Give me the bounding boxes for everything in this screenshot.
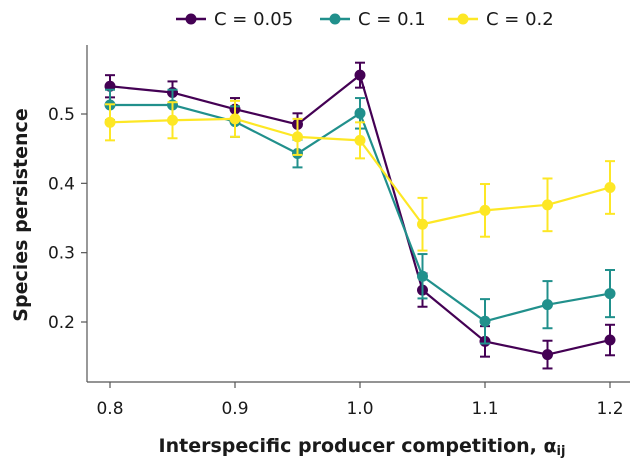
data-point	[104, 116, 116, 128]
plot-series	[104, 61, 616, 370]
data-point	[354, 134, 366, 146]
data-point	[417, 270, 428, 282]
legend-swatch-marker	[457, 13, 469, 25]
data-point	[542, 199, 553, 211]
legend-item: C = 0.1	[320, 9, 426, 30]
legend-swatch-marker	[329, 13, 341, 25]
data-point	[417, 218, 428, 230]
data-point	[604, 288, 616, 300]
legend-item: C = 0.05	[176, 9, 293, 30]
legend-swatch-marker	[185, 13, 197, 25]
legend-label: C = 0.1	[358, 9, 426, 30]
x-tick-label: 0.9	[221, 399, 248, 419]
x-tick-label: 0.8	[96, 399, 123, 419]
data-point	[354, 107, 366, 119]
y-tick-label: 0.5	[48, 105, 75, 125]
y-axis-ticks: 0.2 0.3 0.4 0.5	[48, 105, 87, 333]
data-point	[604, 181, 616, 193]
y-tick-label: 0.3	[48, 244, 75, 264]
series-2	[104, 99, 616, 252]
data-point	[542, 349, 553, 361]
x-axis-title-subscript: ij	[557, 444, 566, 459]
legend-label: C = 0.2	[486, 9, 554, 30]
y-tick-label: 0.2	[48, 313, 75, 333]
x-tick-label: 1.2	[596, 399, 623, 419]
data-point	[604, 334, 616, 346]
axes	[86, 45, 630, 383]
x-axis-ticks: 0.8 0.9 1.0 1.1 1.2	[96, 382, 624, 419]
legend-item: C = 0.2	[448, 9, 554, 30]
y-axis-title: Species persistence	[10, 108, 32, 321]
x-axis-title-main: Interspecific producer competition, α	[159, 435, 557, 457]
data-point	[479, 204, 491, 216]
data-point	[542, 299, 553, 311]
data-point	[292, 131, 303, 143]
y-tick-label: 0.4	[48, 174, 75, 194]
x-tick-label: 1.0	[346, 399, 373, 419]
legend-label: C = 0.05	[214, 9, 293, 30]
x-axis-title: Interspecific producer competition, αij	[159, 435, 566, 459]
data-point	[479, 315, 491, 327]
data-point	[354, 69, 366, 81]
data-point	[167, 114, 178, 126]
x-tick-label: 1.1	[471, 399, 498, 419]
legend: C = 0.05 C = 0.1 C = 0.2	[176, 9, 554, 30]
data-point	[229, 113, 241, 125]
